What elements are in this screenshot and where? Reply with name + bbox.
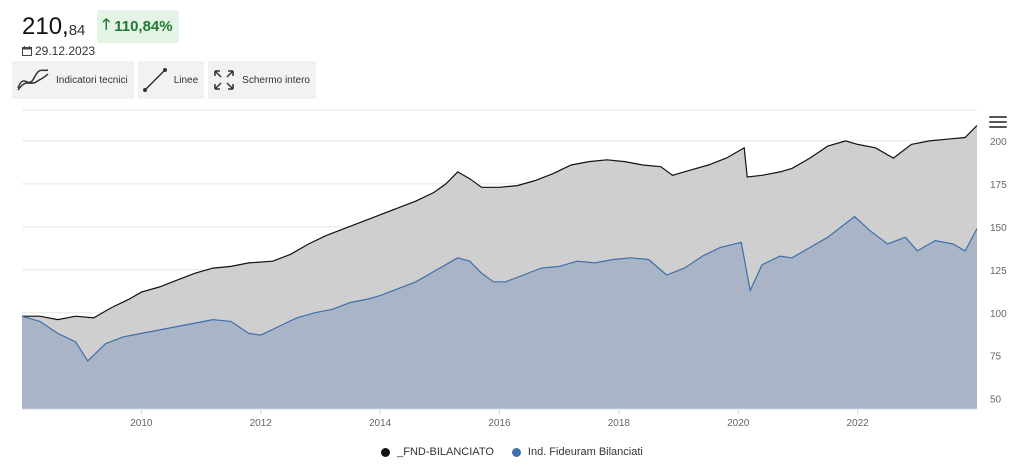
technical-indicators-button[interactable]: Indicatori tecnici (12, 61, 134, 99)
index-series-area (22, 216, 977, 409)
legend-marker (381, 447, 391, 457)
fullscreen-icon (214, 70, 234, 90)
fund-series-line[interactable] (22, 125, 978, 321)
fullscreen-label: Schermo intero (242, 74, 310, 86)
price-display: 210, 84 🡑 110,84% (22, 10, 179, 43)
x-tick-label: 2014 (369, 418, 392, 429)
quote-date: 29.12.2023 (35, 44, 96, 58)
legend-item-fund[interactable]: _FND-BILANCIATO (381, 446, 494, 458)
y-tick-label: 50 (990, 395, 1002, 406)
y-tick-label: 75 (990, 352, 1002, 363)
performance-value: 110,84% (114, 18, 173, 35)
chart-menu-icon[interactable] (989, 116, 1007, 130)
legend-label: Ind. Fideuram Bilanciati (527, 446, 643, 458)
x-tick-label: 2010 (130, 418, 153, 429)
chart-toolbar: Indicatori tecnici Linee Schermo intero (12, 61, 316, 99)
lines-label: Linee (173, 74, 199, 86)
x-tick-label: 2012 (250, 418, 273, 429)
x-tick-label: 2016 (488, 418, 511, 429)
y-tick-label: 175 (990, 180, 1007, 191)
legend-label: _FND-BILANCIATO (397, 446, 494, 458)
indicators-icon (17, 69, 49, 91)
legend-item-index[interactable]: Ind. Fideuram Bilanciati (511, 446, 643, 458)
index-series-line[interactable] (21, 215, 978, 362)
performance-badge: 🡑 110,84% (97, 10, 179, 43)
calendar-icon (22, 46, 32, 56)
y-tick-label: 100 (990, 309, 1007, 320)
line-tool-icon (142, 68, 167, 92)
price-integer: 210, (22, 12, 69, 40)
legend-marker (511, 447, 521, 457)
x-tick-label: 2018 (608, 418, 631, 429)
y-tick-label: 200 (990, 137, 1007, 148)
x-tick-label: 2020 (727, 418, 750, 429)
price-decimal: 84 (68, 21, 86, 39)
technical-indicators-label: Indicatori tecnici (56, 74, 128, 86)
x-tick-label: 2022 (847, 418, 870, 429)
arrow-up-icon: 🡑 (102, 16, 111, 33)
y-tick-label: 125 (990, 266, 1007, 277)
chart-legend: _FND-BILANCIATO Ind. Fideuram Bilanciati (0, 446, 1024, 458)
fullscreen-button[interactable]: Schermo intero (208, 61, 316, 99)
lines-button[interactable]: Linee (137, 61, 205, 99)
y-tick-label: 150 (990, 223, 1007, 234)
date-row: 29.12.2023 (22, 44, 95, 58)
axes: 50 75 100 125 150 175 200 2010 2012 2014 2016 2018 2… (22, 137, 1007, 429)
